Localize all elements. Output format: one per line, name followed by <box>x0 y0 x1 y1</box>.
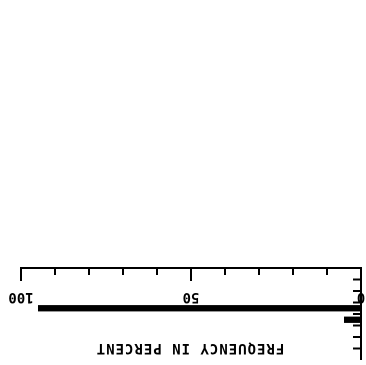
chart-bars <box>38 305 361 323</box>
x-tick-label: 0 <box>357 289 365 305</box>
x-axis-tick-labels: 0 50 100 <box>8 289 365 305</box>
x-tick-label: 100 <box>8 289 33 305</box>
x-axis-title: FREQUENCY IN PERCENT <box>96 340 285 356</box>
bar <box>38 305 361 311</box>
bar <box>344 317 361 323</box>
x-tick-label: 50 <box>183 289 200 305</box>
